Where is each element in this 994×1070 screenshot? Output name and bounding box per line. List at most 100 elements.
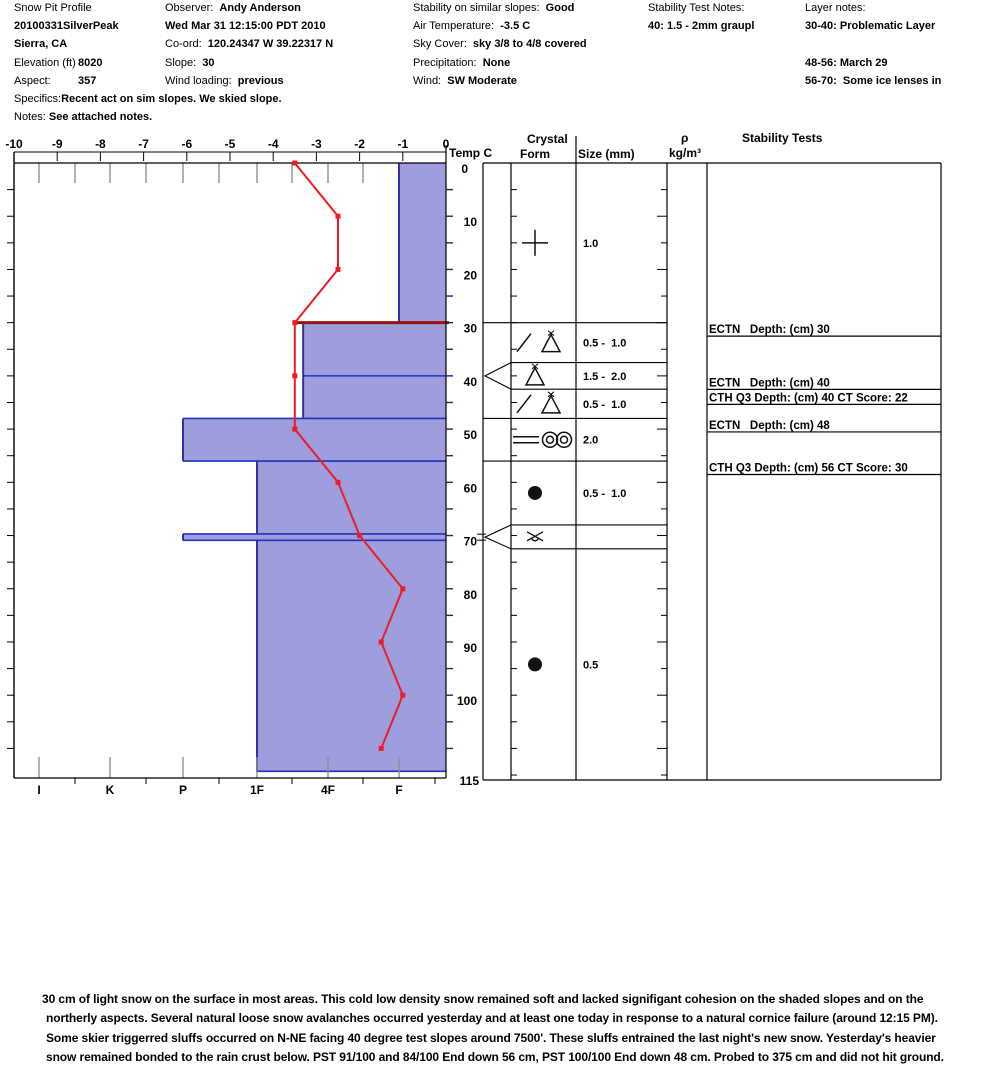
hardness-axis-label: K [106, 783, 115, 797]
grain-symbol-decomposed-slash [516, 394, 532, 414]
header-field-stability-test-notes-1: 40: 1.5 - 2mm graupl [648, 20, 754, 33]
temp-axis-tick-label: -2 [354, 137, 365, 151]
header-field-value: 56-70: Some ice lenses in [805, 74, 942, 87]
grain-symbol-clustered-rounds [559, 435, 569, 444]
grain-size-label: 0.5 - 1.0 [583, 338, 626, 350]
temp-column-header: Temp C [449, 146, 493, 160]
header-field-conditions-1: Air Temperature: -3.5 C [413, 20, 530, 33]
notes-line-4: snow remained bonded to the rain crust b… [46, 1050, 944, 1065]
crystal-column-header: Crystal [527, 132, 568, 146]
temp-point-marker [335, 479, 341, 485]
stability-test-entry: ECTN Depth: (cm) 40 [709, 377, 830, 389]
depth-axis-label: 30 [464, 322, 478, 336]
grain-symbol-graupel-triangle [531, 363, 539, 370]
hardness-axis-label: 1F [250, 783, 264, 797]
header-field-layer-notes-1: 30-40: Problematic Layer [805, 20, 935, 33]
hardness-axis-label: P [179, 783, 187, 797]
grain-size-label: 0.5 [583, 659, 598, 671]
temp-axis-tick-label: -4 [268, 137, 279, 151]
grain-symbol-clustered-rounds [545, 435, 555, 444]
hardness-bar [399, 163, 446, 323]
stability-column-header: Stability Tests [742, 131, 823, 145]
layer-flag-marker [483, 362, 512, 390]
temp-axis-tick-label: -1 [397, 137, 408, 151]
header-field-label: Slope: [165, 56, 203, 69]
header-field-pit-id-5: Specifics:Recent act on sim slopes. We s… [14, 93, 282, 106]
size-column-header: Size (mm) [578, 147, 635, 161]
stability-test-entry: ECTN Depth: (cm) 30 [709, 324, 830, 336]
header-field-pit-id-4: Aspect: 357 [14, 75, 96, 88]
density-unit-header: kg/m³ [669, 146, 702, 160]
stability-test-entry: ECTN Depth: (cm) 48 [709, 420, 830, 432]
form-column-header: Form [520, 147, 550, 161]
grain-symbol-graupel-triangle [540, 333, 562, 353]
header-field-label: Layer notes: [805, 2, 866, 14]
header-field-conditions-0: Stability on similar slopes: Good [413, 2, 574, 15]
temp-axis-tick-label: 0 [443, 137, 450, 151]
grain-size-label: 2.0 [583, 435, 598, 447]
header-field-value: SW Moderate [447, 74, 517, 87]
hardness-axis-label: 4F [321, 783, 335, 797]
total-depth-label: 115 [460, 774, 480, 788]
temp-axis-tick-label: -7 [138, 137, 149, 151]
depth-axis-label: 10 [464, 215, 478, 229]
header-field-value: Wed Mar 31 12:15:00 PDT 2010 [165, 20, 326, 33]
hardness-axis-label: F [395, 783, 402, 797]
header-field-pit-id-1: 20100331SilverPeak [14, 20, 119, 33]
notes-line-1: 30 cm of light snow on the surface in mo… [42, 992, 924, 1006]
header-field-conditions-3: Precipitation: None [413, 57, 510, 70]
header-field-label: Stability Test Notes: [648, 2, 745, 14]
header-field-pit-id-0: Snow Pit Profile [14, 2, 92, 15]
temp-axis-tick-label: -6 [181, 137, 192, 151]
header-field-observer-0: Observer: Andy Anderson [165, 2, 301, 15]
header-field-value: Recent act on sim slopes. We skied slope… [61, 93, 282, 105]
header-field-value: 30 [202, 56, 215, 69]
temp-axis-tick-label: -8 [95, 137, 106, 151]
header-field-value: See attached notes. [48, 111, 153, 124]
depth-axis-label: 50 [464, 428, 478, 442]
header-field-value: 20100331SilverPeak [14, 20, 119, 33]
stability-test-entry: CTH Q3 Depth: (cm) 40 CT Score: 22 [709, 392, 908, 404]
header-field-value: previous [237, 74, 284, 87]
temp-point-marker [292, 373, 298, 379]
depth-axis-label: 0 [461, 162, 468, 176]
depth-axis-label: 100 [457, 694, 477, 708]
depth-axis-label: 40 [464, 375, 478, 389]
header-field-observer-1: Wed Mar 31 12:15:00 PDT 2010 [165, 20, 326, 33]
stability-test-entry: CTH Q3 Depth: (cm) 56 CT Score: 30 [709, 463, 908, 475]
header-field-label: Precipitation: [413, 56, 483, 69]
grain-symbol-graupel-triangle [524, 366, 546, 386]
grain-size-label: 1.0 [583, 238, 598, 250]
depth-axis-label: 90 [464, 641, 478, 655]
header-field-pit-id-3: Elevation (ft) 8020 [14, 57, 102, 70]
hardness-bar [183, 533, 446, 541]
header-field-label: Wind: [413, 74, 448, 87]
depth-axis-label: 20 [464, 268, 478, 282]
temp-axis-tick-label: -5 [225, 137, 236, 151]
grain-symbol-clustered-rounds [555, 431, 573, 448]
profile-chart: -10 -9 -8 -7 -6 -5 -4 -3 -2 -1 0 I K P 1F 4F F 0 10 20 30 40 5… [5, 131, 942, 797]
header-field-value: -3.5 C [500, 20, 531, 33]
depth-axis-label: 60 [464, 481, 478, 495]
grain-symbol-clustered-rounds [541, 431, 559, 448]
temp-point-marker [335, 266, 341, 272]
density-column-header: ρ [681, 131, 689, 145]
temp-point-marker [292, 160, 298, 166]
header-field-layer-notes-0: Layer notes: [805, 2, 866, 15]
header-field-label: Aspect: [14, 74, 51, 87]
header-field-pit-id-6: Notes: See attached notes. [14, 111, 152, 124]
grain-symbol-graupel-triangle [540, 394, 562, 414]
header-field-layer-notes-3: 48-56: March 29 [805, 57, 888, 70]
pit-info-header: Snow Pit Profile 20100331SilverPeak Sierra… [0, 0, 994, 130]
temp-point-marker [335, 213, 341, 219]
hardness-bar [303, 322, 446, 419]
header-field-label: Specifics: [14, 93, 62, 105]
hardness-bar [257, 540, 446, 772]
depth-axis-label: 80 [464, 588, 478, 602]
header-field-label: Wind loading: [165, 74, 238, 87]
temp-point-marker [378, 639, 384, 645]
header-field-value: 120.24347 W 39.22317 N [207, 38, 334, 51]
header-field-conditions-2: Sky Cover: sky 3/8 to 4/8 covered [413, 38, 587, 51]
temp-axis-tick-label: -10 [5, 137, 23, 151]
grain-symbol-rounded-grain-dot [528, 657, 542, 672]
